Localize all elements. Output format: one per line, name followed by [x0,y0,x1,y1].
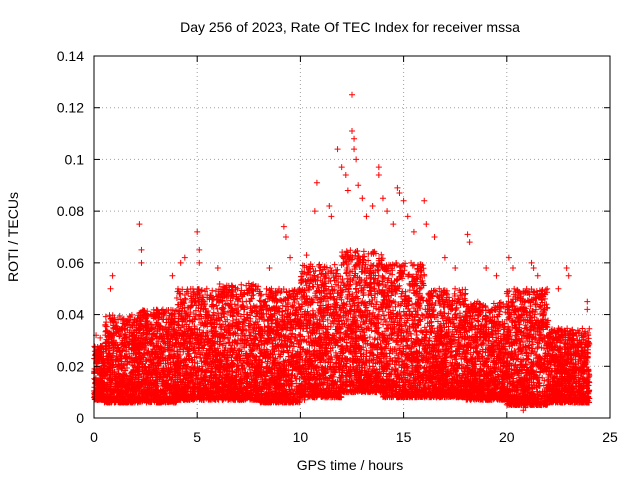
data-point [94,380,101,387]
data-point [103,323,110,330]
data-point [91,391,98,398]
grid [94,56,610,418]
data-point [92,355,99,362]
data-point [96,396,103,403]
data-point [94,345,101,352]
data-point [98,353,105,360]
data-point [92,376,99,383]
data-points [91,91,593,414]
data-point [95,369,102,376]
data-point [93,396,100,403]
data-point [121,361,128,368]
data-point [116,312,123,319]
data-point [122,331,129,338]
